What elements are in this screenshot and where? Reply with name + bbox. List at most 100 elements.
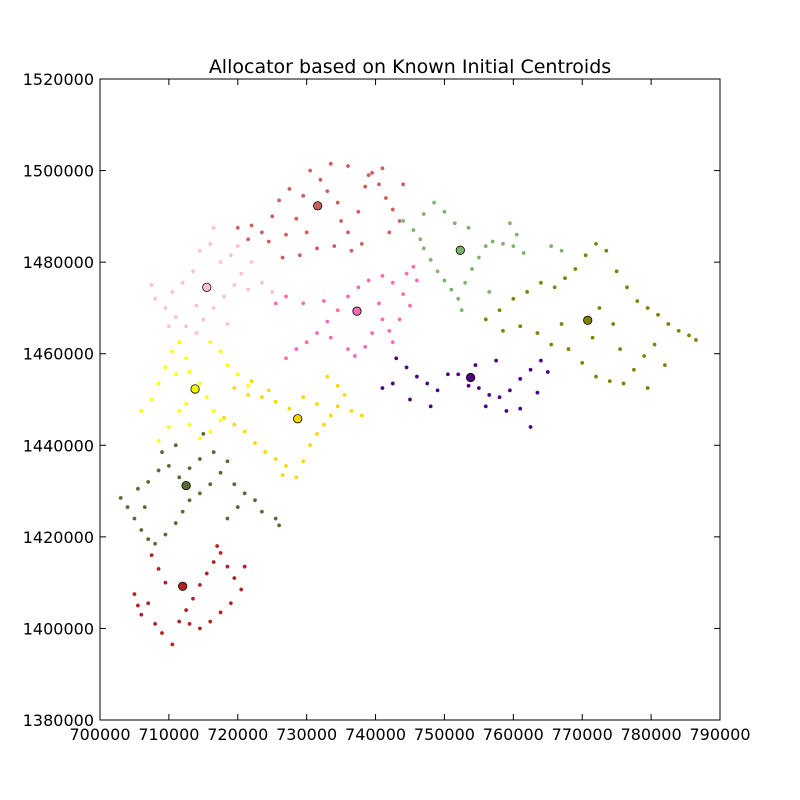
data-point [266, 239, 272, 244]
data-point [152, 541, 158, 547]
data-point [390, 280, 396, 286]
data-point [269, 214, 275, 219]
data-point [163, 365, 168, 370]
data-point [352, 353, 358, 359]
data-point [548, 342, 554, 347]
data-point [335, 404, 340, 409]
data-point [235, 504, 241, 510]
data-point [366, 278, 371, 283]
data-point [314, 431, 320, 437]
data-point [452, 220, 458, 226]
centroid-marker [313, 201, 323, 211]
data-point [535, 390, 540, 395]
data-point [369, 330, 375, 336]
data-point [232, 422, 237, 427]
data-point [280, 255, 285, 260]
data-point [235, 243, 241, 249]
data-point [631, 367, 637, 373]
data-point [376, 182, 382, 187]
data-point [287, 186, 292, 192]
data-point [645, 305, 650, 311]
chart-title: Allocator based on Known Initial Centroi… [209, 56, 611, 78]
data-point [218, 470, 223, 476]
data-point [249, 259, 254, 265]
data-point [411, 264, 416, 270]
data-point [170, 289, 175, 295]
data-point [176, 408, 182, 414]
data-point [493, 358, 499, 363]
data-point [548, 243, 554, 249]
data-point [166, 463, 172, 469]
data-point [207, 241, 213, 247]
data-point [380, 385, 385, 391]
data-point [273, 399, 278, 405]
data-point [166, 424, 172, 430]
data-point [242, 491, 247, 496]
data-point [145, 536, 151, 542]
data-point [197, 436, 203, 441]
data-point [283, 463, 289, 469]
data-point [307, 168, 313, 173]
data-point [176, 619, 182, 624]
data-point [204, 571, 210, 576]
data-point [349, 248, 354, 253]
data-point [249, 223, 254, 228]
data-point [139, 408, 144, 414]
data-point [497, 307, 502, 313]
data-point [273, 301, 278, 306]
data-point [187, 422, 192, 427]
data-point [190, 268, 196, 274]
data-point [218, 417, 223, 423]
data-point [641, 353, 647, 359]
data-point [328, 413, 334, 418]
data-point [259, 509, 265, 514]
data-point [349, 408, 354, 414]
data-point [132, 591, 137, 597]
data-point [693, 337, 699, 343]
data-point [149, 397, 154, 402]
data-point [455, 372, 461, 377]
data-point [617, 346, 623, 352]
data-point [331, 243, 337, 249]
data-point [390, 339, 396, 345]
centroid-marker [293, 414, 303, 424]
data-point [149, 552, 154, 558]
data-point [225, 321, 230, 327]
data-point [483, 243, 489, 249]
data-point [170, 349, 175, 354]
data-point [411, 227, 416, 233]
data-point [304, 230, 309, 235]
data-point [283, 232, 289, 237]
data-point [579, 360, 585, 366]
data-point [562, 275, 568, 281]
data-point [232, 575, 237, 581]
data-point [418, 236, 423, 242]
data-point [335, 383, 340, 389]
data-point [283, 294, 289, 299]
data-point [201, 431, 206, 437]
data-point [152, 296, 158, 302]
data-point [517, 406, 523, 411]
data-point [139, 612, 144, 617]
data-point [197, 381, 203, 386]
data-point [442, 209, 447, 215]
centroid-marker [202, 282, 212, 292]
data-point [197, 491, 203, 496]
data-point [225, 564, 230, 569]
data-point [400, 291, 406, 297]
data-point [242, 564, 247, 569]
data-point [524, 289, 530, 295]
data-point [511, 296, 516, 302]
data-point [483, 317, 489, 322]
data-point [218, 259, 223, 265]
data-point [132, 516, 137, 521]
data-point [462, 280, 468, 286]
data-point [307, 442, 313, 448]
data-point [490, 239, 495, 244]
data-point [269, 289, 275, 295]
data-point [173, 442, 179, 448]
data-point [304, 339, 309, 345]
data-point [194, 303, 199, 308]
data-point [325, 374, 330, 379]
data-point [335, 200, 340, 205]
